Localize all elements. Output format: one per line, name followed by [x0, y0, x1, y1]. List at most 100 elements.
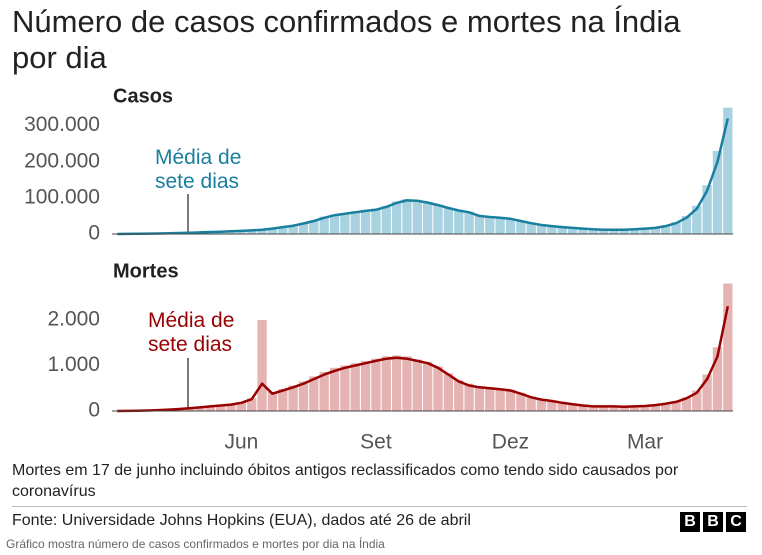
bar: [340, 213, 350, 234]
bar: [536, 399, 547, 411]
bar: [236, 401, 247, 411]
average-line: [117, 306, 730, 413]
annotation: Média de sete dias: [155, 146, 242, 193]
bar: [588, 405, 598, 411]
annotation: Média de sete dias: [148, 309, 235, 356]
separator: [12, 506, 747, 507]
bar: [681, 397, 692, 411]
bar: [609, 406, 619, 411]
bar: [474, 215, 485, 234]
bar: [630, 229, 640, 234]
bar: [692, 205, 702, 234]
bar: [619, 406, 629, 411]
bar: [650, 404, 661, 411]
panel-title: Casos: [113, 85, 173, 107]
y-tick-label: 300.000: [24, 113, 100, 136]
bar: [423, 202, 433, 234]
bar: [609, 229, 619, 234]
bar: [257, 319, 267, 411]
y-tick-label: 100.000: [24, 185, 100, 208]
bar: [692, 390, 702, 411]
bar: [516, 392, 526, 411]
bar: [567, 403, 578, 411]
bar: [454, 209, 464, 234]
bar: [505, 218, 516, 234]
logo-letter: C: [726, 512, 746, 532]
bar: [267, 391, 278, 411]
y-tick-label: 0: [88, 399, 100, 422]
bar: [712, 150, 723, 234]
bar: [671, 400, 681, 411]
bar: [495, 388, 505, 411]
bar: [443, 207, 454, 234]
bar: [661, 403, 671, 411]
x-tick-label: Jun: [224, 431, 258, 454]
bar: [474, 386, 485, 411]
logo-letter: B: [680, 512, 700, 532]
bar: [309, 220, 319, 234]
bar: [547, 400, 557, 411]
bar: [391, 355, 402, 411]
bar: [526, 396, 536, 411]
logo: B B C: [680, 512, 746, 532]
bar: [381, 356, 391, 411]
bar: [236, 230, 247, 234]
bar: [516, 220, 526, 234]
bar: [454, 380, 464, 411]
bar: [619, 229, 629, 234]
bar: [702, 374, 712, 411]
bar: [464, 211, 474, 234]
y-tick-label: 200.000: [24, 149, 100, 172]
bar: [598, 229, 609, 234]
x-tick-label: Set: [360, 431, 392, 454]
bar: [350, 363, 360, 411]
bar: [661, 225, 671, 234]
bar: [712, 347, 723, 411]
bar: [360, 209, 371, 234]
bar: [329, 367, 340, 411]
bar: [536, 224, 547, 234]
bar: [319, 371, 329, 411]
bar: [495, 217, 505, 234]
x-tick-label: Mar: [627, 431, 663, 454]
bar: [350, 211, 360, 234]
panel-title: Mortes: [113, 260, 179, 282]
bar: [278, 226, 288, 234]
bar: [278, 389, 288, 411]
bar: [650, 227, 661, 234]
bar: [412, 359, 422, 411]
y-tick-label: 1.000: [47, 353, 100, 376]
bar: [288, 385, 298, 411]
bar: [433, 366, 443, 411]
bar: [723, 107, 733, 234]
bar: [205, 405, 215, 411]
bar: [578, 405, 588, 411]
caption: Gráfico mostra número de casos confirmad…: [6, 537, 385, 551]
bar: [567, 227, 578, 234]
bar: [640, 228, 650, 234]
average-line: [117, 118, 730, 236]
bar: [640, 405, 650, 411]
bar: [329, 214, 340, 234]
bar: [464, 383, 474, 411]
x-tick-label: Dez: [492, 431, 529, 454]
bar: [485, 216, 495, 234]
bar: [423, 361, 433, 411]
bar: [298, 381, 309, 411]
bar: [412, 199, 422, 234]
bar: [547, 225, 557, 234]
bar: [360, 360, 371, 411]
bar: [340, 365, 350, 411]
bar: [578, 228, 588, 234]
bar: [257, 229, 267, 234]
bar: [433, 204, 443, 234]
bar: [443, 373, 454, 411]
y-tick-label: 2.000: [47, 308, 100, 331]
bar: [319, 216, 329, 234]
source: Fonte: Universidade Johns Hopkins (EUA),…: [12, 512, 471, 529]
bar: [195, 406, 205, 411]
bar: [557, 226, 567, 234]
bar: [247, 398, 257, 411]
note: Mortes em 17 de junho incluindo óbitos a…: [12, 462, 679, 500]
bar: [267, 228, 278, 234]
